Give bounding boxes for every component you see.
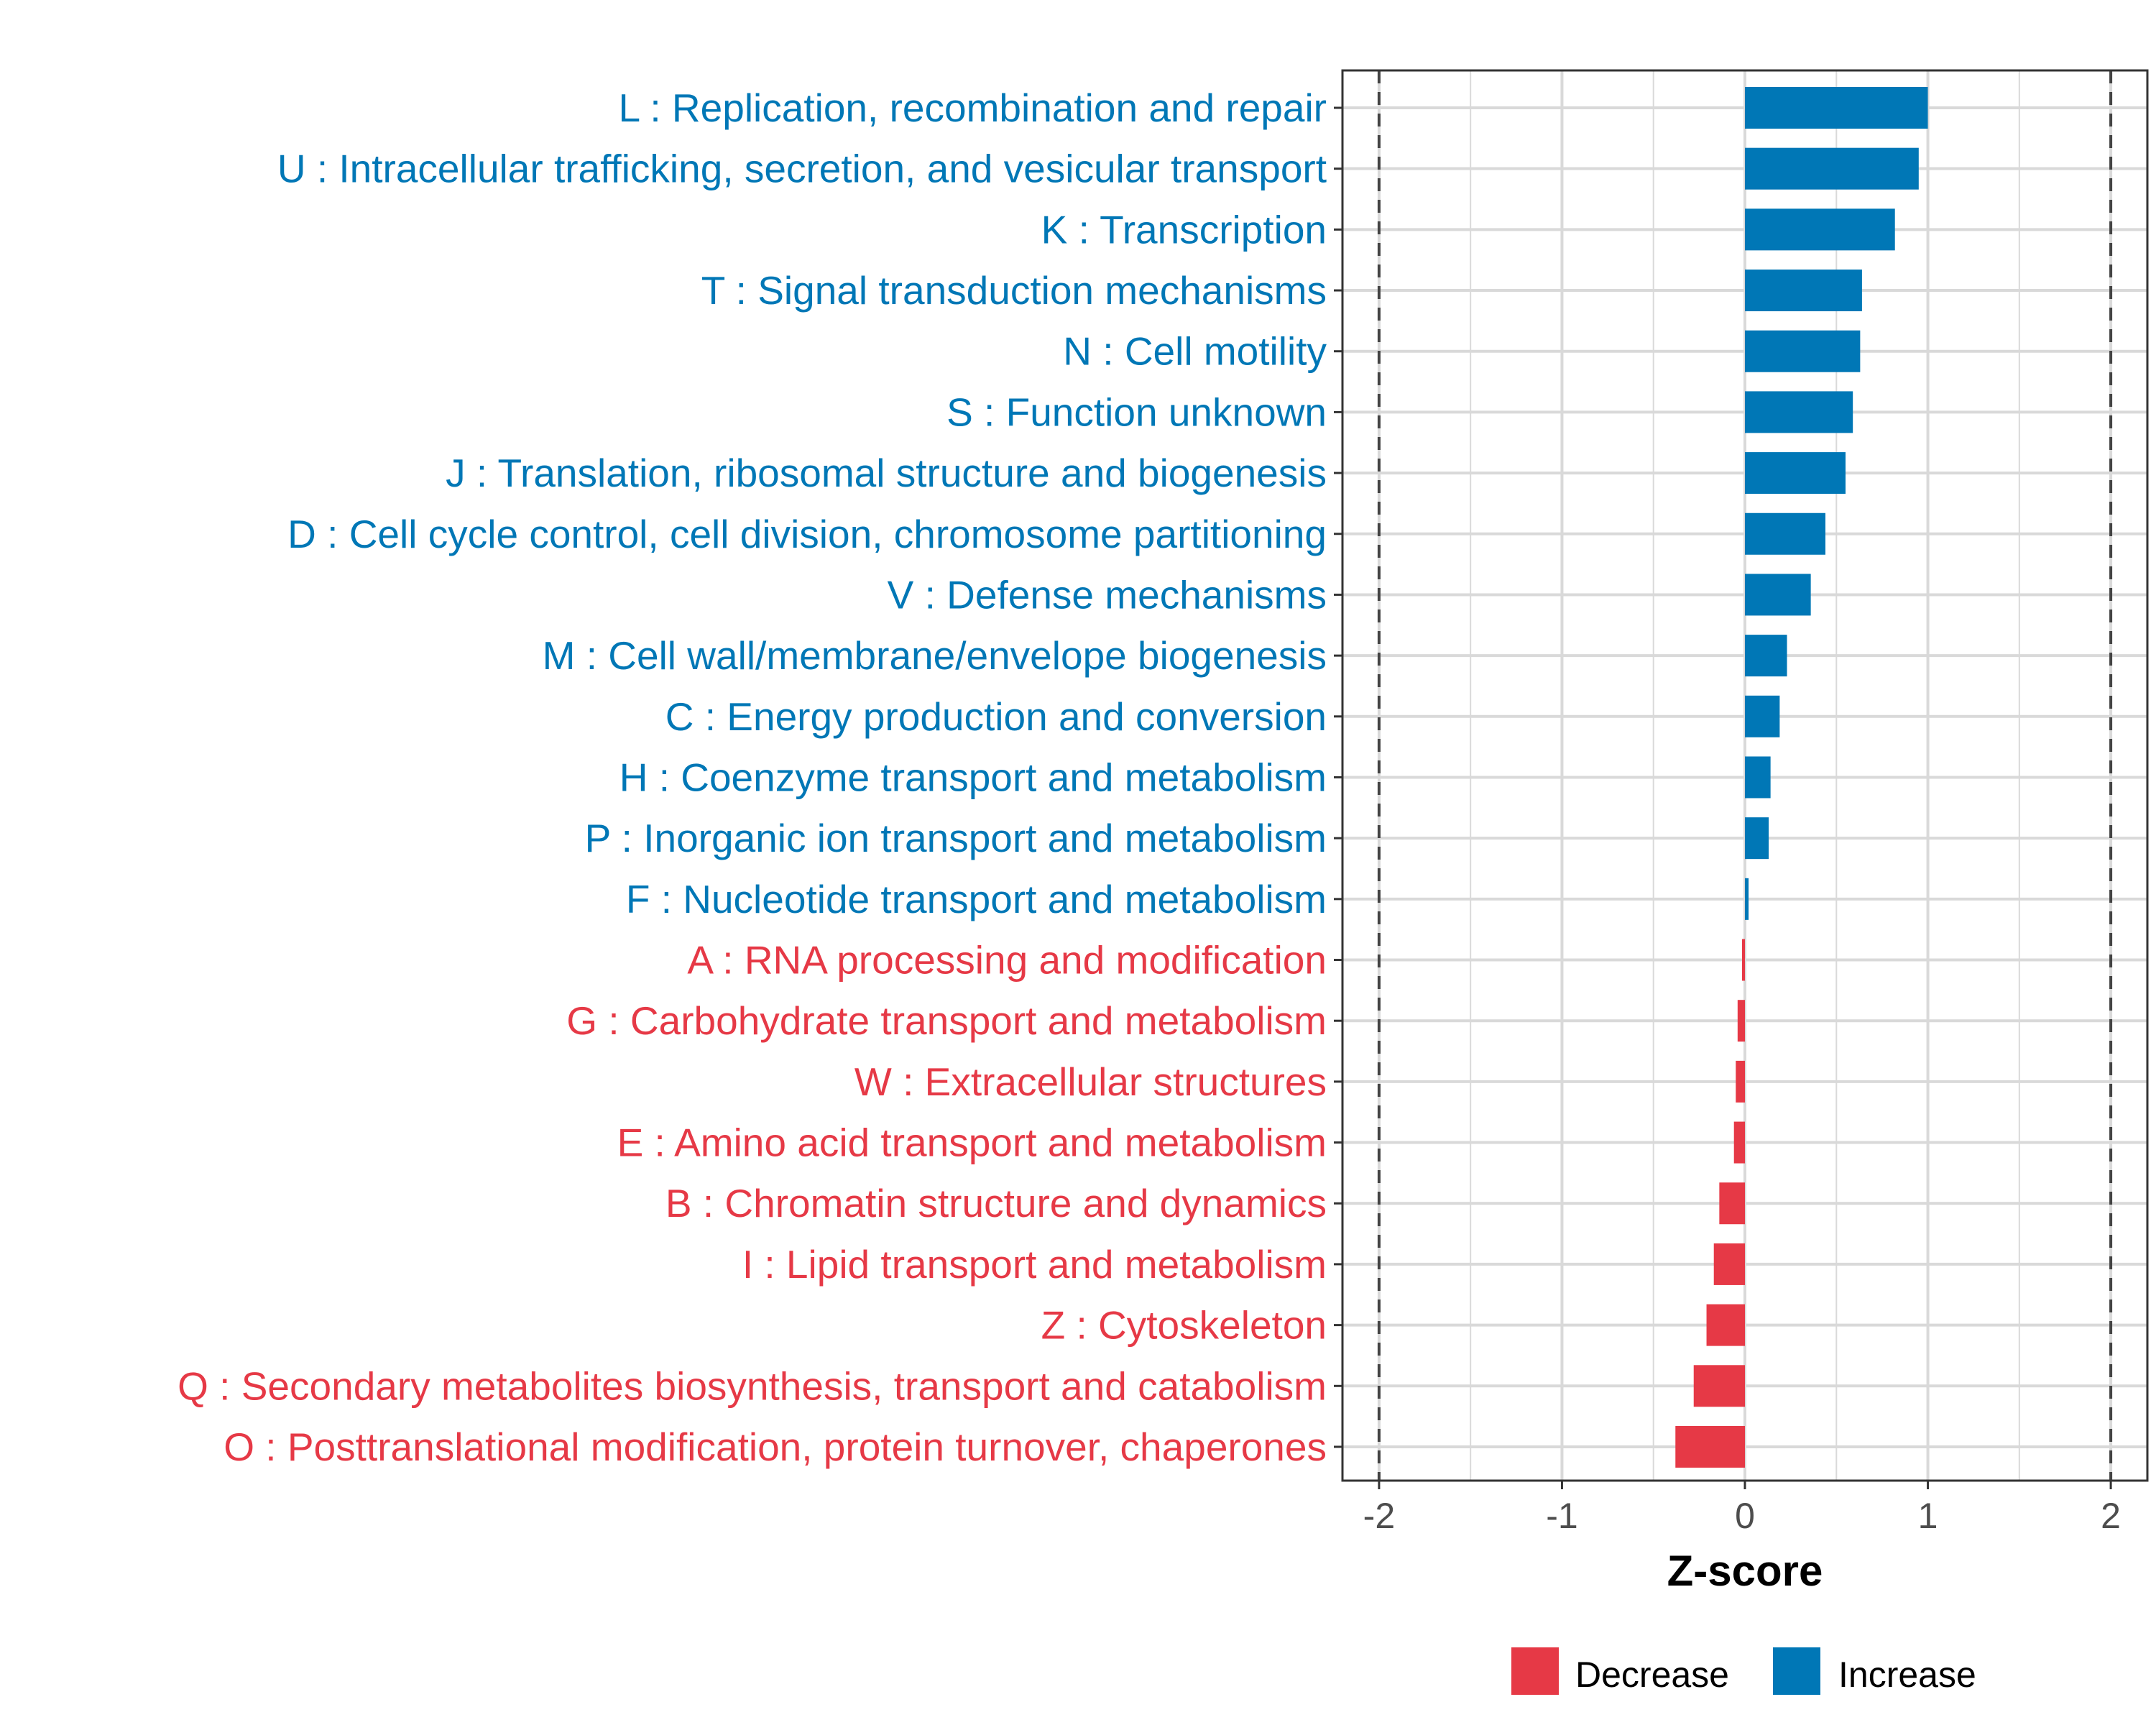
category-label: O : Posttranslational modification, prot…	[224, 1425, 1327, 1469]
bar-v	[1745, 574, 1811, 616]
bar-l	[1745, 87, 1928, 129]
category-label: A : RNA processing and modification	[687, 938, 1327, 983]
category-label: M : Cell wall/membrane/envelope biogenes…	[543, 633, 1327, 678]
category-label: P : Inorganic ion transport and metaboli…	[585, 816, 1327, 860]
category-label: L : Replication, recombination and repai…	[619, 86, 1327, 130]
bar-o	[1675, 1425, 1745, 1468]
category-label: G : Carbohydrate transport and metabolis…	[566, 998, 1327, 1043]
bar-i	[1713, 1243, 1745, 1285]
legend-swatch-decrease	[1511, 1647, 1559, 1695]
bar-p	[1745, 817, 1769, 860]
category-label: H : Coenzyme transport and metabolism	[619, 755, 1327, 799]
bar-t	[1745, 270, 1862, 312]
bar-m	[1745, 635, 1787, 677]
category-label: I : Lipid transport and metabolism	[742, 1242, 1327, 1287]
bar-h	[1745, 756, 1771, 799]
x-tick-label: -1	[1546, 1496, 1577, 1536]
bar-s	[1745, 391, 1853, 433]
legend-label-increase: Increase	[1838, 1655, 1976, 1695]
x-tick-label: 2	[2101, 1496, 2121, 1536]
category-label: K : Transcription	[1041, 207, 1327, 252]
bar-c	[1745, 695, 1780, 737]
bars-layer	[1675, 87, 1928, 1468]
bar-b	[1719, 1182, 1745, 1225]
axis-layer: L : Replication, recombination and repai…	[178, 69, 2149, 1536]
category-label: U : Intracellular trafficking, secretion…	[277, 147, 1327, 191]
bar-w	[1736, 1060, 1745, 1103]
bar-n	[1745, 330, 1861, 372]
legend-swatch-increase	[1773, 1647, 1820, 1695]
category-label: T : Signal transduction mechanisms	[701, 268, 1327, 313]
category-label: B : Chromatin structure and dynamics	[665, 1181, 1327, 1225]
category-label: C : Energy production and conversion	[665, 694, 1327, 739]
bar-z	[1706, 1304, 1745, 1346]
bar-e	[1733, 1121, 1745, 1164]
bar-q	[1693, 1365, 1745, 1407]
bar-g	[1737, 1000, 1745, 1042]
legend: Decrease Increase	[1511, 1647, 1976, 1695]
category-label: J : Translation, ribosomal structure and…	[446, 451, 1327, 495]
bar-j	[1745, 452, 1846, 494]
bar-k	[1745, 208, 1895, 251]
category-label: S : Function unknown	[946, 390, 1327, 434]
category-label: Q : Secondary metabolites biosynthesis, …	[178, 1363, 1327, 1408]
bar-d	[1745, 512, 1825, 555]
legend-label-decrease: Decrease	[1575, 1655, 1729, 1695]
category-label: F : Nucleotide transport and metabolism	[626, 877, 1327, 921]
category-label: E : Amino acid transport and metabolism	[617, 1121, 1327, 1165]
x-tick-label: 1	[1918, 1496, 1938, 1536]
category-label: D : Cell cycle control, cell division, c…	[287, 512, 1327, 556]
category-label: Z : Cytoskeleton	[1041, 1303, 1327, 1348]
x-tick-label: -2	[1363, 1496, 1395, 1536]
bar-a	[1742, 939, 1745, 981]
category-label: V : Defense mechanisms	[888, 572, 1327, 617]
x-tick-label: 0	[1735, 1496, 1755, 1536]
bar-u	[1745, 147, 1919, 190]
x-axis-title: Z-score	[1667, 1547, 1823, 1595]
bar-f	[1745, 878, 1749, 920]
category-label: N : Cell motility	[1063, 329, 1327, 374]
category-label: W : Extracellular structures	[854, 1059, 1327, 1104]
